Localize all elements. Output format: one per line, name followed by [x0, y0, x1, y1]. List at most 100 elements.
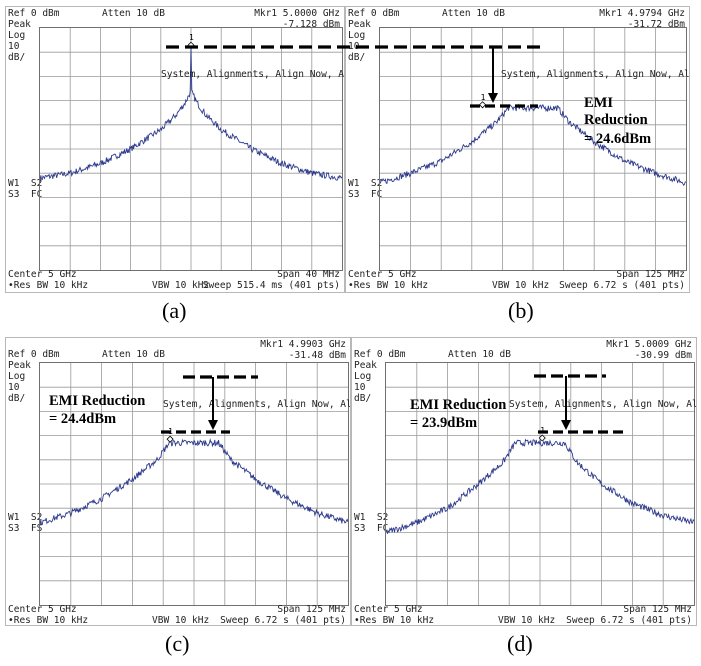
- ref-level: Ref 0 dBm: [348, 8, 400, 19]
- analyzer-screen-a: Ref 0 dBm Atten 10 dB Mkr1 5.0000 GHz -7…: [5, 6, 345, 293]
- marker-frequency: Mkr1 4.9903 GHz: [260, 339, 346, 350]
- detector-label: Peak: [8, 19, 31, 30]
- panel-d: Ref 0 dBm Atten 10 dB Mkr1 5.0009 GHz -3…: [351, 333, 701, 666]
- res-bw-text: Res BW 10 kHz: [13, 280, 89, 291]
- scale-units: dB/: [8, 393, 26, 404]
- scale-units: dB/: [8, 52, 26, 63]
- sweep: Sweep 6.72 s (401 pts): [559, 280, 685, 291]
- panel-b: Ref 0 dBm Atten 10 dB Mkr1 4.9794 GHz -3…: [345, 0, 695, 332]
- emi-reduction-value: = 24.6dBm: [584, 131, 652, 147]
- vbw: VBW 10 kHz: [152, 280, 210, 291]
- attenuation: Atten 10 dB: [102, 8, 165, 19]
- mode-label: S3 FS: [8, 523, 43, 534]
- trace-label: W1 S2: [348, 178, 383, 189]
- span: Span 125 MHz: [277, 604, 346, 615]
- scale-units: dB/: [348, 52, 366, 63]
- analyzer-screen-c: Ref 0 dBm Atten 10 dB Mkr1 4.9903 GHz -3…: [5, 337, 351, 626]
- spectrum-plot-d: 1: [386, 363, 694, 605]
- graticule-b: 1: [379, 27, 687, 271]
- marker-diamond: [538, 434, 546, 442]
- marker-level: -30.99 dBm: [634, 350, 692, 361]
- reduction-arrow-head-d: [561, 420, 571, 430]
- scale-value: 10: [8, 41, 20, 52]
- res-bw: •Res BW 10 kHz: [348, 280, 429, 291]
- scale-type: Log: [348, 30, 366, 41]
- marker-diamond: [479, 101, 487, 109]
- caption-d: (d): [507, 631, 533, 656]
- ref-level: Ref 0 dBm: [8, 349, 60, 360]
- panel-a: Ref 0 dBm Atten 10 dB Mkr1 5.0000 GHz -7…: [0, 0, 350, 332]
- spectrum-trace: [40, 438, 348, 526]
- sweep: Sweep 515.4 ms (401 pts): [202, 280, 340, 291]
- trace-label: W1 S2: [354, 512, 389, 523]
- emi-reduction-label: EMI Reduction: [49, 393, 146, 409]
- vbw: VBW 10 kHz: [492, 280, 550, 291]
- attenuation: Atten 10 dB: [442, 8, 505, 19]
- span: Span 125 MHz: [616, 269, 685, 280]
- caption-c: (c): [165, 631, 190, 656]
- scale-units: dB/: [354, 393, 372, 404]
- attenuation: Atten 10 dB: [102, 349, 165, 360]
- alignment-message: System, Alignments, Align Now, All requi…: [501, 69, 690, 80]
- emi-reduction-label: EMI Reduction: [584, 95, 648, 128]
- detector-label: Peak: [8, 360, 31, 371]
- ref-level: Ref 0 dBm: [8, 8, 60, 19]
- attenuation: Atten 10 dB: [448, 349, 511, 360]
- panel-c: Ref 0 dBm Atten 10 dB Mkr1 4.9903 GHz -3…: [0, 333, 351, 666]
- scale-value: 10: [348, 41, 360, 52]
- reference-annotation-cd: [161, 374, 628, 434]
- mode-label: S3 FC: [8, 189, 43, 200]
- scale-type: Log: [8, 30, 26, 41]
- scale-value: 10: [354, 382, 366, 393]
- span: Span 125 MHz: [623, 604, 692, 615]
- spectrum-plot-c: 1: [40, 363, 348, 605]
- graticule-a: 1: [39, 27, 343, 271]
- analyzer-screen-d: Ref 0 dBm Atten 10 dB Mkr1 5.0009 GHz -3…: [351, 337, 697, 626]
- detector-label: Peak: [348, 19, 371, 30]
- marker-level: -31.72 dBm: [627, 19, 685, 30]
- res-bw: •Res BW 10 kHz: [8, 615, 89, 626]
- marker-level: -7.128 dBm: [282, 19, 340, 30]
- graticule-c: 1: [39, 362, 349, 606]
- marker-frequency: Mkr1 5.0000 GHz: [254, 8, 340, 19]
- mode-label: S3 FC: [348, 189, 383, 200]
- alignment-message: System, Alignments, Align Now, All requi…: [161, 69, 345, 80]
- scale-type: Log: [354, 371, 372, 382]
- emi-reduction-label: EMI Reduction: [410, 397, 507, 413]
- caption-a: (a): [162, 298, 187, 323]
- mode-label: S3 FC: [354, 523, 389, 534]
- spectrum-plot-a: 1: [40, 28, 342, 270]
- marker-label: 1: [189, 33, 194, 42]
- center-frequency: Center 5 GHz: [354, 604, 423, 615]
- res-bw: •Res BW 10 kHz: [8, 280, 89, 291]
- marker-diamond: [166, 435, 174, 443]
- reference-annotation-ab: [166, 45, 542, 108]
- spectrum-trace: [386, 438, 694, 534]
- caption-b: (b): [508, 298, 534, 323]
- sweep: Sweep 6.72 s (401 pts): [220, 615, 346, 626]
- scale-type: Log: [8, 371, 26, 382]
- emi-reduction-value: = 23.9dBm: [410, 415, 478, 431]
- marker-level: -31.48 dBm: [288, 350, 346, 361]
- res-bw: •Res BW 10 kHz: [354, 615, 435, 626]
- center-frequency: Center 5 GHz: [8, 604, 77, 615]
- alignment-message: System, Alignments, Align Now, All requi…: [163, 399, 350, 410]
- detector-label: Peak: [354, 360, 377, 371]
- marker-frequency: Mkr1 5.0009 GHz: [606, 339, 692, 350]
- trace-label: W1 S2: [8, 512, 43, 523]
- span: Span 40 MHz: [277, 269, 340, 280]
- marker-frequency: Mkr1 4.9794 GHz: [599, 8, 685, 19]
- res-bw-text: Res BW 10 kHz: [359, 615, 435, 626]
- reduction-arrow-head-c: [208, 420, 218, 430]
- emi-reduction-value: = 24.4dBm: [49, 411, 117, 427]
- ref-level: Ref 0 dBm: [354, 349, 406, 360]
- center-frequency: Center 5 GHz: [348, 269, 417, 280]
- analyzer-screen-b: Ref 0 dBm Atten 10 dB Mkr1 4.9794 GHz -3…: [345, 6, 690, 293]
- res-bw-text: Res BW 10 kHz: [353, 280, 429, 291]
- sweep: Sweep 6.72 s (401 pts): [566, 615, 692, 626]
- spectrum-plot-b: 1: [380, 28, 686, 270]
- reduction-arrow-head: [488, 93, 498, 103]
- scale-value: 10: [8, 382, 20, 393]
- trace-label: W1 S2: [8, 178, 43, 189]
- center-frequency: Center 5 GHz: [8, 269, 77, 280]
